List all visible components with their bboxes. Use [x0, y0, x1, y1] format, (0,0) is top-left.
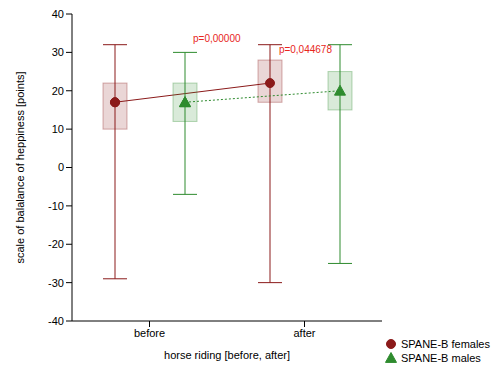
svg-text:before: before [134, 327, 165, 339]
svg-text:10: 10 [52, 123, 64, 135]
svg-text:p=0,00000: p=0,00000 [193, 33, 241, 44]
svg-text:-40: -40 [48, 315, 64, 327]
html-text:SPANE-B females: SPANE-B females [400, 338, 490, 350]
html-text:SPANE-B males: SPANE-B males [400, 352, 481, 364]
svg-text:-20: -20 [48, 238, 64, 250]
svg-text:0: 0 [58, 161, 64, 173]
svg-text:horse riding [before, after]: horse riding [before, after] [164, 349, 290, 361]
svg-text:after: after [293, 327, 315, 339]
svg-text:-10: -10 [48, 200, 64, 212]
svg-text:-30: -30 [48, 277, 64, 289]
svg-text:p=0,044678: p=0,044678 [279, 44, 333, 55]
svg-text:30: 30 [52, 46, 64, 58]
svg-text:scale of balalance of heppines: scale of balalance of heppiness [points] [14, 71, 26, 263]
svg-text:20: 20 [52, 85, 64, 97]
svg-text:40: 40 [52, 8, 64, 20]
